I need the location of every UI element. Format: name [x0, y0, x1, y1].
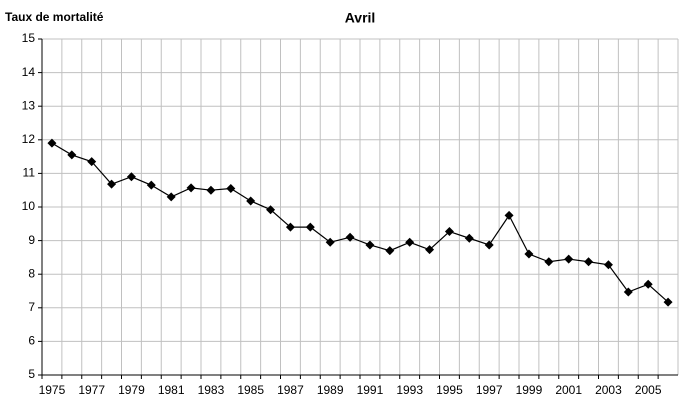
x-tick-label: 1997 [476, 383, 503, 397]
marker [524, 249, 534, 259]
x-tick-label: 1975 [39, 383, 66, 397]
marker [603, 260, 613, 270]
x-tick-label: 1987 [277, 383, 304, 397]
chart-title: Avril [345, 10, 376, 26]
y-tick-label: 9 [28, 233, 35, 247]
y-tick-label: 14 [22, 65, 36, 79]
marker [623, 287, 633, 297]
y-tick-label: 10 [22, 199, 36, 213]
marker [186, 183, 196, 193]
marker [126, 172, 136, 182]
marker [305, 222, 315, 232]
marker [87, 157, 97, 167]
marker [206, 185, 216, 195]
marker [266, 205, 276, 215]
marker [67, 150, 77, 160]
x-tick-label: 1999 [516, 383, 543, 397]
x-tick-label: 2005 [635, 383, 662, 397]
x-tick-label: 2001 [555, 383, 582, 397]
marker [504, 210, 514, 220]
y-tick-label: 6 [28, 334, 35, 348]
y-tick-label: 11 [23, 166, 36, 180]
marker [564, 254, 574, 264]
marker [47, 138, 57, 148]
marker [643, 279, 653, 289]
x-tick-label: 1985 [237, 383, 264, 397]
y-tick-label: 15 [22, 31, 36, 45]
y-tick-label: 13 [22, 98, 36, 112]
marker [345, 232, 355, 242]
marker [385, 246, 395, 256]
y-tick-label: 7 [28, 300, 35, 314]
x-tick-label: 1977 [78, 383, 105, 397]
x-tick-label: 1993 [396, 383, 423, 397]
x-tick-label: 1981 [158, 383, 185, 397]
marker [464, 233, 474, 243]
x-tick-label: 1989 [317, 383, 344, 397]
x-tick-label: 1991 [357, 383, 384, 397]
x-tick-label: 1983 [198, 383, 225, 397]
y-tick-label: 12 [22, 132, 36, 146]
marker [544, 257, 554, 267]
marker [226, 184, 236, 194]
x-tick-label: 1995 [436, 383, 463, 397]
x-tick-label: 1979 [118, 383, 145, 397]
marker [246, 196, 256, 206]
marker [484, 240, 494, 250]
marker [285, 222, 295, 232]
marker [444, 227, 454, 237]
marker [425, 245, 435, 255]
y-tick-label: 8 [28, 266, 35, 280]
marker [107, 179, 117, 189]
marker [325, 237, 335, 247]
y-axis-label: Taux de mortalité [5, 10, 104, 24]
x-tick-label: 2003 [595, 383, 622, 397]
marker [663, 297, 673, 307]
marker [405, 237, 415, 247]
marker [584, 257, 594, 267]
marker [166, 192, 176, 202]
marker [365, 240, 375, 250]
y-tick-label: 5 [28, 367, 35, 381]
marker [146, 180, 156, 190]
